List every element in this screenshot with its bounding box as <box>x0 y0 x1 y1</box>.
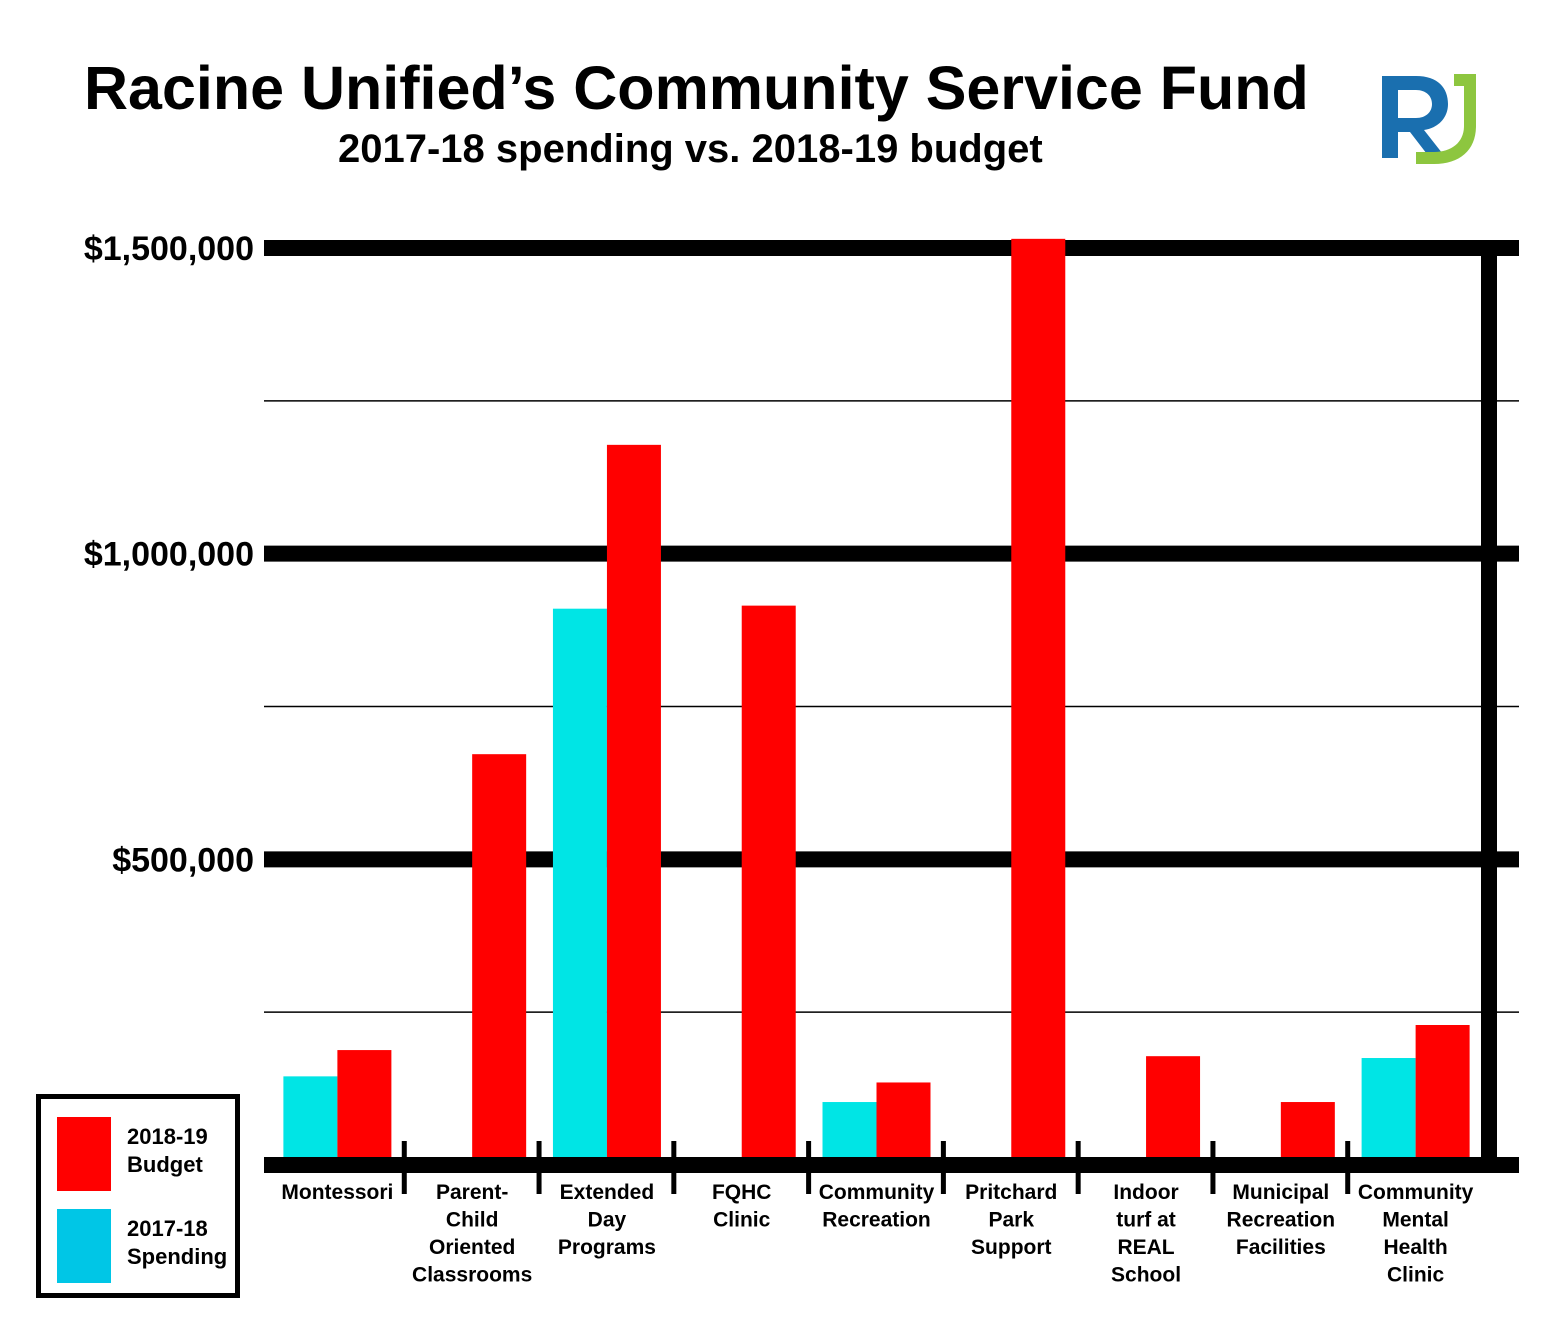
bar-budget <box>337 1050 392 1165</box>
x-tick-label: Municipal <box>1232 1181 1329 1204</box>
x-tick-label: School <box>1111 1264 1181 1287</box>
y-tick-label: $1,500,000 <box>84 230 254 268</box>
x-tick-label: Park <box>989 1209 1035 1232</box>
x-tick-label: Parent- <box>436 1181 508 1204</box>
x-tick-label: Programs <box>558 1236 656 1259</box>
chart-title: Racine Unified’s Community Service Fund <box>84 54 1309 122</box>
x-tick-label: Montessori <box>281 1181 393 1204</box>
bar-budget <box>741 605 796 1165</box>
x-tick-label: Clinic <box>1387 1264 1444 1287</box>
x-tick-label: Day <box>588 1209 627 1232</box>
bar-spending <box>283 1076 338 1165</box>
x-tick-label: Community <box>819 1181 935 1204</box>
x-tick-label: Mental <box>1382 1209 1449 1232</box>
bar-budget <box>472 754 527 1165</box>
y-tick-label: $500,000 <box>112 841 254 879</box>
bar-budget <box>1146 1056 1201 1165</box>
y-tick-label: $1,000,000 <box>84 536 254 574</box>
x-tick-label: turf at <box>1116 1209 1176 1232</box>
x-tick-label: Health <box>1384 1236 1448 1259</box>
legend: 2018-19 Budget 2017-18 Spending <box>36 1094 240 1298</box>
legend-label-spending: 2017-18 Spending <box>127 1216 228 1269</box>
x-tick-label: Classrooms <box>412 1264 532 1287</box>
legend-label-budget: 2018-19 Budget <box>127 1124 208 1177</box>
x-tick-label: Indoor <box>1113 1181 1178 1204</box>
ru-logo-icon <box>1382 74 1476 164</box>
x-tick-label: Clinic <box>713 1209 770 1232</box>
bar-budget <box>876 1082 931 1165</box>
x-tick-label: Child <box>446 1209 499 1232</box>
chart-subtitle: 2017-18 spending vs. 2018-19 budget <box>338 127 1043 171</box>
bar-spending <box>552 608 607 1165</box>
bar-budget <box>606 444 661 1165</box>
x-tick-label: Support <box>971 1236 1051 1259</box>
bar-budget <box>1011 238 1066 1165</box>
bar-spending <box>1361 1058 1416 1165</box>
x-tick-label: Extended <box>560 1181 655 1204</box>
bar-budget <box>1280 1102 1335 1165</box>
x-tick-label: Recreation <box>822 1209 931 1232</box>
bar-spending <box>822 1102 877 1165</box>
x-tick-label: FQHC <box>712 1181 772 1204</box>
x-tick-label: Oriented <box>429 1236 515 1259</box>
x-tick-label: Facilities <box>1236 1236 1326 1259</box>
x-tick-label: Community <box>1358 1181 1474 1204</box>
legend-swatch-spending <box>57 1209 111 1283</box>
x-tick-label: REAL <box>1117 1236 1174 1259</box>
x-tick-label: Pritchard <box>965 1181 1057 1204</box>
x-tick-label: Recreation <box>1227 1209 1336 1232</box>
bar-budget <box>1415 1025 1470 1165</box>
legend-swatch-budget <box>57 1117 111 1191</box>
